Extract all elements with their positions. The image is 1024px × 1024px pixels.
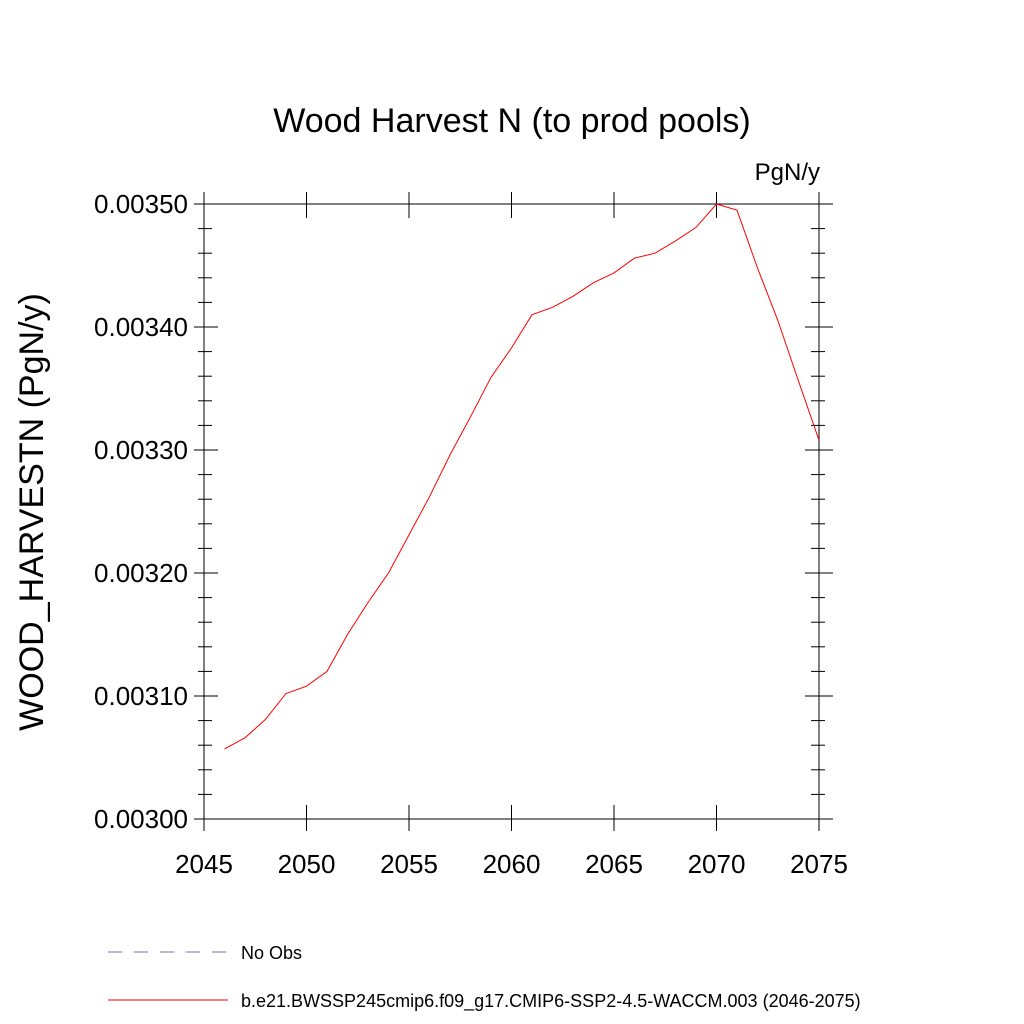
y-tick-label: 0.00300 bbox=[94, 804, 188, 834]
x-tick-label: 2045 bbox=[175, 849, 233, 879]
legend-label: No Obs bbox=[241, 943, 302, 963]
legend-label: b.e21.BWSSP245cmip6.f09_g17.CMIP6-SSP2-4… bbox=[241, 991, 861, 1012]
y-tick-label: 0.00320 bbox=[94, 558, 188, 588]
axis-tick-labels: 2045 2050 2055 2060 2065 2070 2075 0.00300 0.003… bbox=[94, 189, 848, 879]
y-tick-label: 0.00310 bbox=[94, 681, 188, 711]
x-tick-label: 2060 bbox=[483, 849, 541, 879]
axis-ticks bbox=[194, 192, 833, 831]
chart-title: Wood Harvest N (to prod pools) bbox=[273, 102, 750, 140]
y-tick-label: 0.00350 bbox=[94, 189, 188, 219]
x-tick-label: 2055 bbox=[380, 849, 438, 879]
y-tick-label: 0.00330 bbox=[94, 435, 188, 465]
x-tick-label: 2070 bbox=[688, 849, 746, 879]
series-layer bbox=[224, 203, 820, 750]
series-line bbox=[224, 203, 820, 750]
units-label: PgN/y bbox=[755, 159, 820, 186]
x-tick-label: 2050 bbox=[278, 849, 336, 879]
plot-frame bbox=[203, 203, 820, 820]
x-tick-label: 2075 bbox=[790, 849, 848, 879]
legend: No Obs b.e21.BWSSP245cmip6.f09_g17.CMIP6-… bbox=[108, 943, 861, 1012]
y-tick-label: 0.00340 bbox=[94, 312, 188, 342]
y-axis-label: WOOD_HARVESTN (PgN/y) bbox=[13, 293, 51, 731]
x-tick-label: 2065 bbox=[585, 849, 643, 879]
